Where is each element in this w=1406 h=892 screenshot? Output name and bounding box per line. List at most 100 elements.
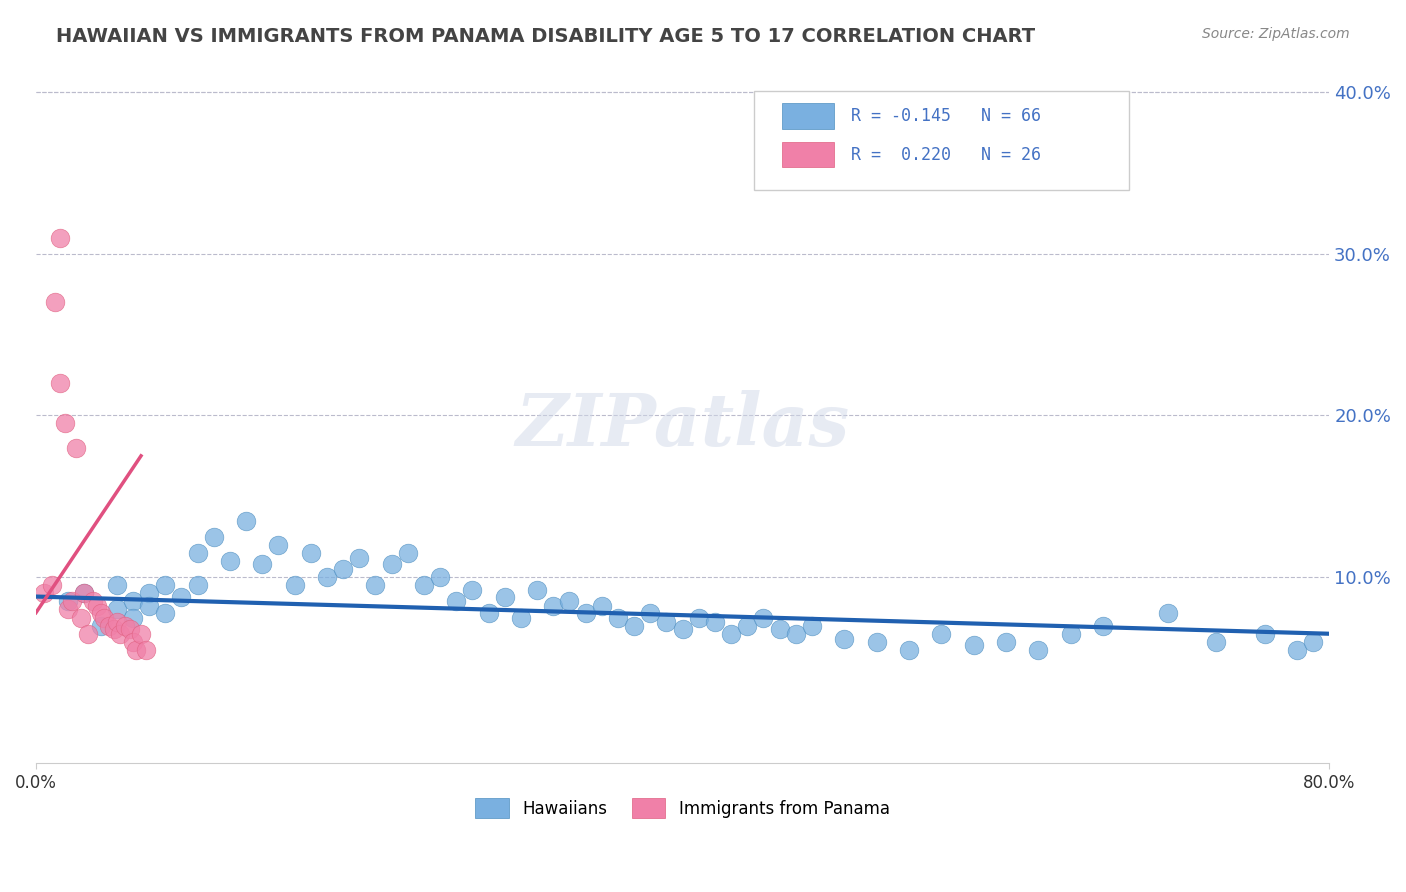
Point (381, 558, 404, 572)
Point (122, 635, 145, 649)
Point (58, 594, 80, 608)
Point (623, 618, 645, 632)
Text: R =  0.220   N = 26: R = 0.220 N = 26 (851, 145, 1040, 163)
Point (1285, 643, 1308, 657)
Point (1253, 626, 1275, 640)
Point (60, 594, 83, 608)
Point (76, 626, 98, 640)
Point (108, 626, 131, 640)
Point (591, 599, 613, 614)
Point (284, 578, 307, 592)
Point (752, 610, 775, 624)
Point (138, 586, 160, 600)
Text: ZIPatlas: ZIPatlas (516, 390, 849, 461)
Point (606, 610, 628, 624)
Point (155, 606, 177, 620)
Point (122, 594, 145, 608)
Point (688, 610, 710, 624)
Point (86, 599, 108, 614)
Point (103, 622, 125, 636)
FancyBboxPatch shape (782, 103, 834, 128)
Point (299, 546, 322, 560)
Point (41, 578, 63, 592)
Point (49, 376, 72, 390)
Point (575, 606, 598, 620)
Point (364, 578, 387, 592)
Point (129, 626, 152, 640)
Point (125, 643, 148, 657)
Point (962, 638, 984, 652)
Point (349, 550, 371, 565)
Point (49, 230, 72, 244)
Point (478, 606, 501, 620)
Point (90, 606, 112, 620)
Point (44, 295, 66, 310)
Point (461, 583, 484, 598)
Point (1059, 626, 1081, 640)
Point (526, 583, 548, 598)
Point (155, 578, 177, 592)
Point (429, 570, 451, 584)
Point (170, 590, 193, 604)
Point (703, 615, 725, 630)
Text: Source: ZipAtlas.com: Source: ZipAtlas.com (1202, 27, 1350, 41)
Point (1026, 643, 1049, 657)
Point (202, 530, 225, 544)
Point (187, 546, 209, 560)
Point (785, 626, 807, 640)
Point (510, 610, 533, 624)
Point (73, 586, 96, 600)
Point (73, 586, 96, 600)
Point (105, 578, 128, 592)
Point (1205, 635, 1227, 649)
Point (994, 635, 1017, 649)
Point (93, 610, 115, 624)
Point (558, 594, 581, 608)
Point (446, 594, 468, 608)
Point (865, 635, 887, 649)
Point (1156, 606, 1178, 620)
Point (252, 558, 274, 572)
Legend: Hawaiians, Immigrants from Panama: Hawaiians, Immigrants from Panama (468, 791, 897, 825)
Text: R = -0.145   N = 66: R = -0.145 N = 66 (851, 107, 1040, 125)
Point (1302, 635, 1324, 649)
Point (494, 590, 516, 604)
Point (267, 538, 290, 552)
Point (65, 441, 87, 455)
Point (800, 618, 823, 632)
Point (97, 618, 120, 632)
Point (90, 618, 112, 632)
Point (768, 622, 790, 636)
Point (53, 417, 76, 431)
Point (396, 546, 419, 560)
Point (114, 618, 136, 632)
Point (187, 578, 209, 592)
FancyBboxPatch shape (754, 91, 1129, 190)
Point (32, 586, 55, 600)
Text: HAWAIIAN VS IMMIGRANTS FROM PANAMA DISABILITY AGE 5 TO 17 CORRELATION CHART: HAWAIIAN VS IMMIGRANTS FROM PANAMA DISAB… (56, 27, 1035, 45)
Point (219, 554, 242, 568)
Point (105, 602, 128, 616)
Point (543, 599, 565, 614)
Point (1091, 618, 1114, 632)
Point (735, 618, 758, 632)
Point (929, 626, 952, 640)
Point (235, 514, 257, 528)
Point (897, 643, 920, 657)
Point (638, 606, 661, 620)
Point (70, 610, 93, 624)
Point (316, 570, 339, 584)
Point (118, 622, 141, 636)
Point (105, 615, 128, 630)
Point (332, 562, 354, 576)
Point (832, 632, 855, 646)
Point (671, 622, 693, 636)
Point (720, 626, 742, 640)
Point (122, 610, 145, 624)
Point (82, 594, 104, 608)
Point (138, 599, 160, 614)
Point (413, 578, 436, 592)
Point (135, 643, 157, 657)
FancyBboxPatch shape (782, 142, 834, 167)
Point (58, 602, 80, 616)
